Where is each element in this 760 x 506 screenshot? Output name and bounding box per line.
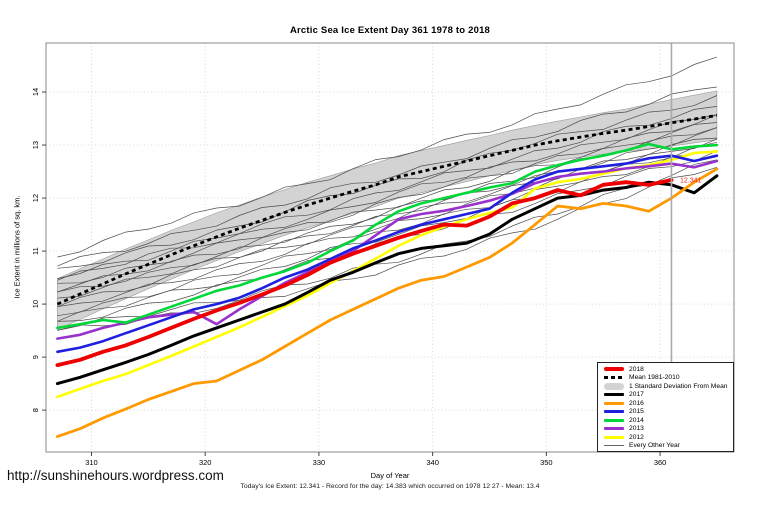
legend-label: 2018: [629, 365, 644, 373]
legend-label: 2016: [629, 399, 644, 407]
x-tick-label: 360: [654, 458, 667, 467]
legend-swatch-line-icon: [604, 435, 624, 439]
every-other-year-line: [57, 114, 717, 281]
y-tick-label: 12: [31, 194, 40, 202]
legend-item: 2013: [604, 425, 733, 434]
x-tick-label: 350: [540, 458, 553, 467]
legend-label: 2017: [629, 391, 644, 399]
every-other-year-line: [57, 127, 718, 299]
series-2017-line: [55, 174, 719, 386]
chart-title: Arctic Sea Ice Extent Day 361 1978 to 20…: [289, 25, 491, 36]
x-axis-label: Day of Year: [370, 471, 410, 480]
legend-item: 2014: [604, 416, 733, 425]
legend-label: Mean 1981-2010: [629, 374, 680, 382]
legend-label: 1 Standard Deviation From Mean: [629, 382, 728, 390]
series-2014-line: [56, 142, 719, 330]
x-tick-label: 310: [85, 458, 98, 467]
x-tick-label: 320: [199, 458, 212, 467]
x-tick-label: 330: [313, 458, 326, 467]
legend-swatch-line-icon: [604, 418, 624, 422]
legend-label: 2013: [629, 425, 644, 433]
legend-swatch-thin-icon: [604, 445, 624, 447]
every-other-year-line: [57, 150, 717, 322]
legend-swatch-line-icon: [604, 401, 624, 405]
plot-frame: [45, 42, 735, 453]
every-other-year-line: [57, 122, 717, 293]
legend-label: Every Other Year: [629, 442, 680, 450]
every-other-year-line: [57, 56, 718, 258]
every-other-year-line: [57, 86, 717, 267]
legend-item: 2016: [604, 399, 733, 408]
legend-label: 2012: [629, 433, 644, 441]
x-tick-label: 340: [426, 458, 439, 467]
y-tick-label: 14: [31, 88, 40, 96]
mean-1981-2010-line: [56, 114, 718, 306]
y-tick-label: 11: [31, 247, 40, 255]
legend-item: 2017: [604, 391, 733, 400]
legend-swatch-band-icon: [604, 382, 624, 390]
legend-item: 1 Standard Deviation From Mean: [604, 382, 733, 391]
series-2013-line: [56, 159, 719, 340]
y-tick-label: 10: [31, 300, 40, 308]
legend-label: 2015: [629, 408, 644, 416]
legend: 2018 Mean 1981-2010 1 Standard Deviation F…: [597, 362, 734, 452]
legend-item: Every Other Year: [604, 442, 733, 451]
y-tick-label: 13: [31, 141, 40, 149]
legend-item: Mean 1981-2010: [604, 374, 733, 383]
every-other-year-line: [57, 95, 718, 269]
legend-item: 2015: [604, 408, 733, 417]
current-extent-annotation: 12.341: [680, 178, 702, 185]
legend-item: 2012: [604, 433, 733, 442]
every-other-year-line: [57, 159, 717, 331]
std-deviation-band: [57, 90, 718, 330]
series-2015-line: [56, 154, 719, 354]
every-other-year-line: [57, 106, 717, 279]
every-other-year-line: [57, 137, 717, 308]
y-tick-label: 9: [31, 355, 40, 359]
legend-swatch-line-icon: [604, 427, 624, 431]
legend-swatch-line-icon: [604, 410, 624, 414]
legend-swatch-dash-icon: [604, 376, 624, 380]
legend-label: 2014: [629, 416, 644, 424]
footer-url[interactable]: http://sunshinehours.wordpress.com: [7, 468, 224, 483]
legend-item: 2018: [604, 365, 733, 374]
series-2018-line: [55, 178, 674, 368]
footer-caption: Today's Ice Extent: 12.341 - Record for …: [240, 483, 540, 490]
series-2016-line: [56, 167, 719, 439]
legend-swatch-line-icon: [604, 393, 624, 397]
legend-swatch-thick-icon: [604, 367, 624, 372]
series-2012-line: [56, 150, 719, 399]
y-tick-label: 8: [31, 408, 40, 412]
